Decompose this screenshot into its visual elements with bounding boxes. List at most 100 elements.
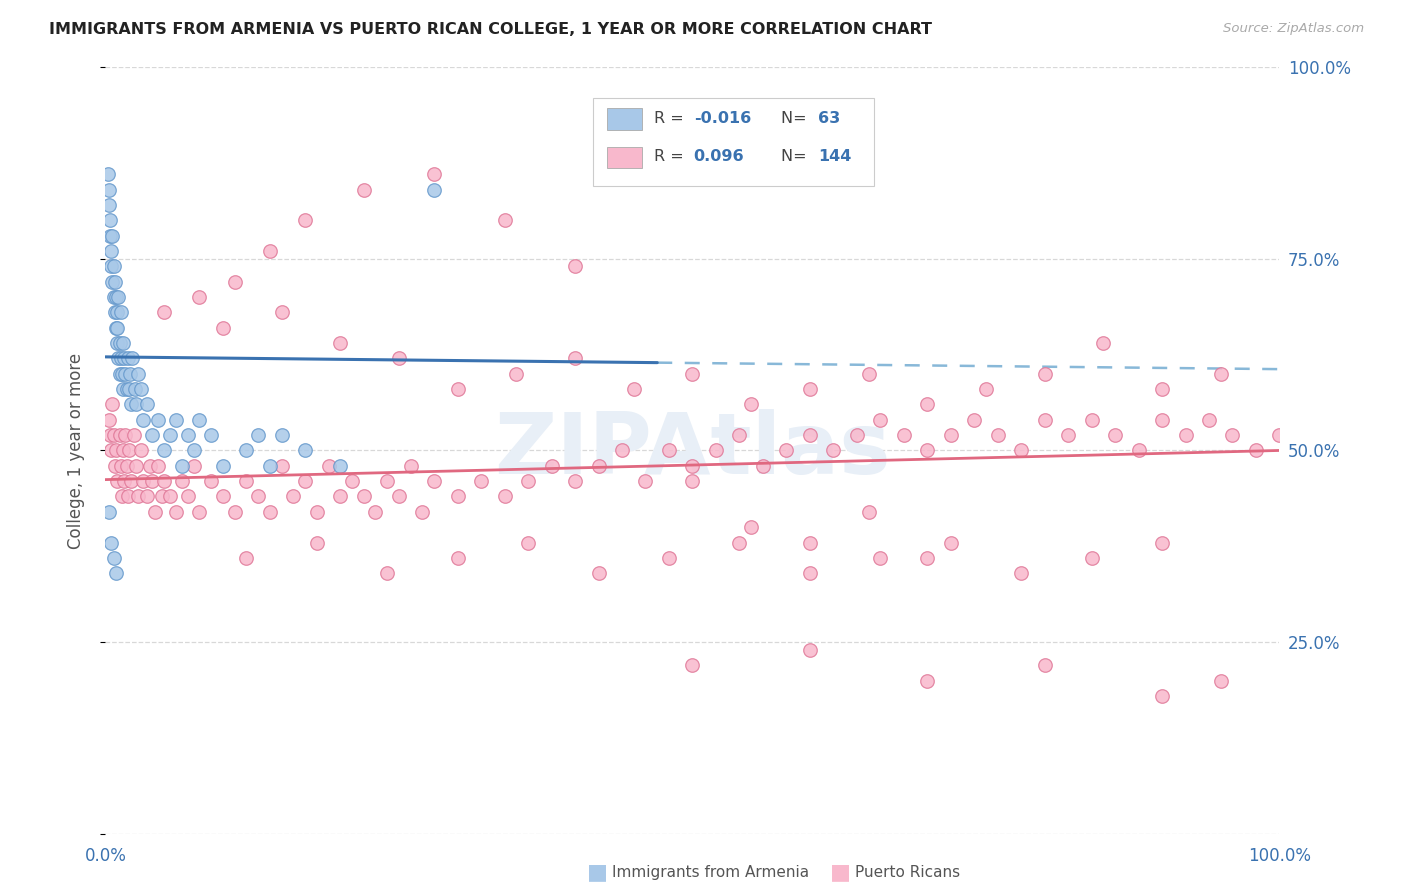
Point	[388, 351, 411, 366]
Point	[353, 183, 375, 197]
Point	[1222, 428, 1244, 442]
Text: 144: 144	[818, 149, 852, 164]
Text: N=: N=	[780, 111, 811, 126]
Point	[505, 367, 527, 381]
Point	[634, 474, 657, 488]
Point	[447, 490, 470, 504]
Point	[110, 458, 132, 473]
Point	[869, 550, 891, 565]
Point	[247, 490, 270, 504]
Point	[118, 443, 141, 458]
Point	[105, 474, 128, 488]
Point	[105, 443, 128, 458]
Point	[588, 566, 610, 581]
Point	[283, 490, 305, 504]
Point	[135, 490, 157, 504]
Point	[100, 443, 122, 458]
Point	[1080, 413, 1102, 427]
Point	[103, 428, 125, 442]
Point	[564, 260, 586, 274]
Point	[104, 275, 127, 289]
Point	[1244, 443, 1267, 458]
Point	[1174, 428, 1197, 442]
Point	[98, 428, 121, 442]
Point	[153, 305, 176, 319]
Point	[211, 458, 233, 473]
Point	[103, 550, 125, 565]
Point	[682, 658, 704, 673]
Point	[129, 382, 152, 396]
Point	[375, 566, 398, 581]
Point	[752, 458, 775, 473]
Text: -0.016: -0.016	[693, 111, 751, 126]
Point	[98, 505, 121, 519]
Point	[235, 550, 257, 565]
Point	[588, 458, 610, 473]
Point	[917, 550, 939, 565]
Point	[125, 397, 148, 411]
Point	[183, 458, 205, 473]
Point	[799, 643, 821, 657]
Point	[100, 535, 122, 549]
Point	[170, 458, 193, 473]
Point	[101, 275, 124, 289]
Point	[423, 183, 446, 197]
Point	[1150, 535, 1173, 549]
Point	[200, 428, 222, 442]
Point	[939, 428, 962, 442]
Point	[704, 443, 727, 458]
Point	[375, 474, 398, 488]
Point	[823, 443, 845, 458]
Point	[939, 535, 962, 549]
Point	[423, 167, 446, 181]
Point	[117, 351, 139, 366]
Point	[259, 244, 281, 258]
Point	[100, 260, 122, 274]
Point	[107, 290, 129, 304]
Point	[112, 336, 135, 351]
Point	[893, 428, 915, 442]
Point	[235, 443, 257, 458]
Point	[1033, 367, 1056, 381]
Point	[610, 443, 633, 458]
Point	[799, 428, 821, 442]
Point	[658, 443, 681, 458]
Point	[110, 351, 132, 366]
Point	[1268, 428, 1291, 442]
Point	[104, 305, 127, 319]
Point	[917, 673, 939, 688]
Point	[1150, 382, 1173, 396]
Point	[869, 413, 891, 427]
Point	[103, 290, 125, 304]
Point	[141, 474, 163, 488]
Point	[108, 428, 131, 442]
Point	[1128, 443, 1150, 458]
Point	[305, 505, 328, 519]
Point	[1092, 336, 1115, 351]
Point	[1150, 689, 1173, 703]
Point	[1209, 367, 1232, 381]
Point	[117, 490, 139, 504]
Point	[247, 428, 270, 442]
Point	[1104, 428, 1126, 442]
Point	[682, 458, 704, 473]
Point	[153, 443, 176, 458]
Point	[118, 382, 141, 396]
Point	[122, 428, 145, 442]
Point	[494, 213, 516, 227]
Point	[658, 550, 681, 565]
Point	[470, 474, 492, 488]
Point	[176, 490, 198, 504]
Point	[259, 458, 281, 473]
Point	[105, 320, 128, 334]
Point	[127, 490, 149, 504]
Point	[740, 397, 762, 411]
Point	[799, 382, 821, 396]
Point	[121, 351, 143, 366]
Point	[101, 397, 124, 411]
Point	[114, 367, 136, 381]
Point	[858, 367, 880, 381]
Point	[517, 535, 540, 549]
Y-axis label: College, 1 year or more: College, 1 year or more	[66, 352, 84, 549]
Point	[682, 474, 704, 488]
